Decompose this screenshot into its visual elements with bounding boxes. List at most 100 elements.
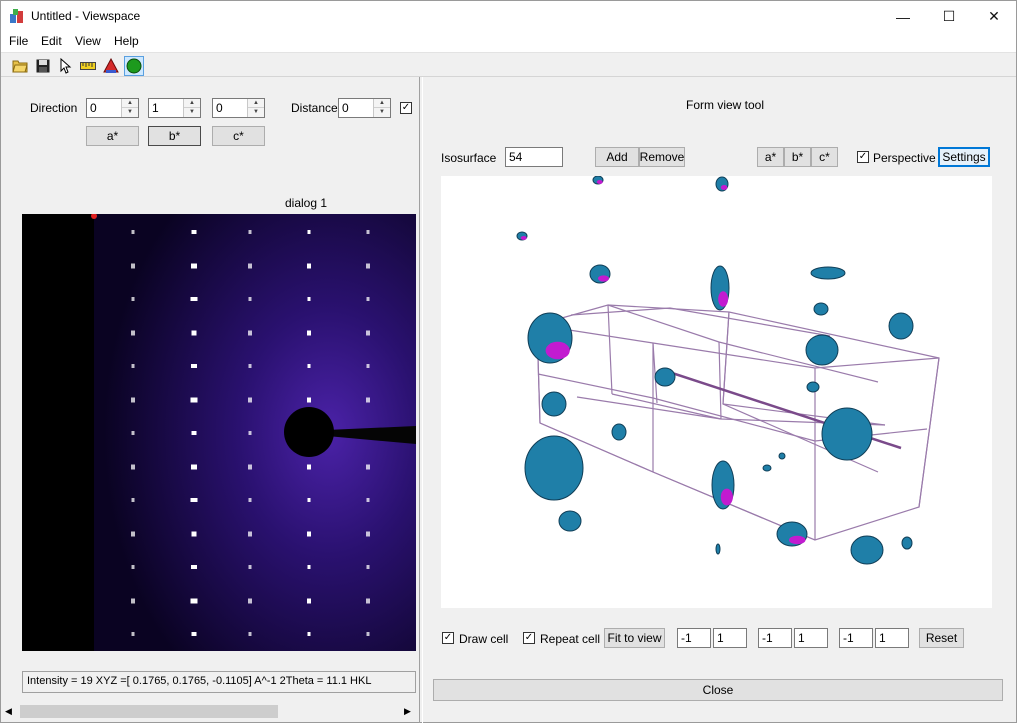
add-button[interactable]: Add xyxy=(595,147,639,167)
spinner-arrows[interactable]: ▲ ▼ xyxy=(183,99,200,117)
scroll-thumb[interactable] xyxy=(20,705,278,718)
isosurface-blob xyxy=(888,312,914,340)
draw-cell-checkbox[interactable]: ✓ xyxy=(442,632,454,644)
diffraction-spot xyxy=(307,397,311,403)
diffraction-canvas xyxy=(22,214,416,651)
pointer-icon[interactable] xyxy=(56,56,76,76)
isosurface-cap xyxy=(596,180,603,184)
scroll-right-icon[interactable]: ▶ xyxy=(404,706,411,716)
isosurface-cap xyxy=(718,291,729,307)
distance-spinner[interactable]: 0 ▲ ▼ xyxy=(338,98,391,118)
triangle-icon[interactable] xyxy=(101,56,121,76)
diffraction-spot xyxy=(191,330,197,336)
perspective-checkbox[interactable]: ✓ xyxy=(857,151,869,163)
isosurface-blob xyxy=(541,391,567,417)
diffraction-spot xyxy=(248,263,252,269)
menu-edit[interactable]: Edit xyxy=(41,34,62,48)
diffraction-spot xyxy=(131,598,135,604)
range-h-max-input[interactable]: 1 xyxy=(713,628,747,648)
spinner-arrows[interactable]: ▲ ▼ xyxy=(121,99,138,117)
save-icon[interactable] xyxy=(33,56,53,76)
distance-checkbox[interactable]: ✓ xyxy=(400,102,412,114)
a-star-button[interactable]: a* xyxy=(86,126,139,146)
diffraction-spot xyxy=(366,230,370,234)
remove-button[interactable]: Remove xyxy=(639,147,685,167)
diffraction-spot xyxy=(131,431,135,435)
menu-view[interactable]: View xyxy=(75,34,101,48)
diffraction-spot xyxy=(366,297,370,301)
horizontal-scrollbar[interactable]: ◀ ▶ xyxy=(2,703,419,720)
3d-view[interactable] xyxy=(441,176,992,608)
view-c-star-button[interactable]: c* xyxy=(811,147,838,167)
diffraction-spot xyxy=(131,498,135,502)
diffraction-spot xyxy=(248,531,252,537)
isosurface-input[interactable]: 54 xyxy=(505,147,563,167)
app-icon xyxy=(10,9,23,23)
diffraction-spot xyxy=(248,230,252,234)
diffraction-spot xyxy=(190,297,198,301)
diffraction-spot xyxy=(307,364,311,368)
diffraction-spot xyxy=(131,263,135,269)
range-l-max-input[interactable]: 1 xyxy=(875,628,909,648)
view-b-star-button[interactable]: b* xyxy=(784,147,811,167)
range-h-min-input[interactable]: -1 xyxy=(677,628,711,648)
isosurface-blob xyxy=(524,435,584,501)
range-k-min-input[interactable]: -1 xyxy=(758,628,792,648)
fit-to-view-button[interactable]: Fit to view xyxy=(604,628,665,648)
view-a-star-button[interactable]: a* xyxy=(757,147,784,167)
diffraction-spot xyxy=(307,230,311,234)
direction-l-spinner[interactable]: 0 ▲ ▼ xyxy=(212,98,265,118)
isosurface-blobs xyxy=(516,176,914,565)
diffraction-spot xyxy=(366,632,370,636)
isosurface-cap xyxy=(520,236,527,240)
diffraction-spot xyxy=(248,498,252,502)
close-button[interactable]: Close xyxy=(433,679,1003,701)
menu-help[interactable]: Help xyxy=(114,34,139,48)
range-l-min-input[interactable]: -1 xyxy=(839,628,873,648)
spinner-arrows[interactable]: ▲ ▼ xyxy=(373,99,390,117)
menu-file[interactable]: File xyxy=(9,34,29,48)
c-star-button[interactable]: c* xyxy=(212,126,265,146)
diffraction-spot xyxy=(131,464,135,470)
diffraction-image[interactable] xyxy=(22,214,416,651)
toolbar xyxy=(1,52,1016,77)
isosurface-cap xyxy=(545,341,570,360)
isosurface-blob xyxy=(805,334,839,366)
draw-cell-label: Draw cell xyxy=(459,632,509,646)
form-view-panel: Form view tool Isosurface 54 Add Remove … xyxy=(422,77,1016,723)
diffraction-spot xyxy=(131,632,135,636)
diffraction-spot xyxy=(307,297,311,301)
diffraction-spot xyxy=(131,565,135,569)
direction-h-spinner[interactable]: 0 ▲ ▼ xyxy=(86,98,139,118)
b-star-button[interactable]: b* xyxy=(148,126,201,146)
repeat-cell-checkbox[interactable]: ✓ xyxy=(523,632,535,644)
diffraction-spot xyxy=(131,297,135,301)
diffraction-spot xyxy=(248,297,252,301)
spinner-arrows[interactable]: ▲ ▼ xyxy=(247,99,264,117)
menu-bar: File Edit View Help xyxy=(1,32,1016,52)
close-window-button[interactable]: ✕ xyxy=(988,8,1000,24)
range-k-max-input[interactable]: 1 xyxy=(794,628,828,648)
diffraction-spot xyxy=(248,598,252,604)
open-folder-icon[interactable] xyxy=(10,56,30,76)
settings-button[interactable]: Settings xyxy=(938,147,990,167)
direction-h-value: 0 xyxy=(90,101,97,115)
status-bar: Intensity = 19 XYZ =[ 0.1765, 0.1765, -0… xyxy=(22,671,416,693)
window-title: Untitled - Viewspace xyxy=(31,9,141,23)
diffraction-spot xyxy=(366,498,370,502)
beamstop xyxy=(284,407,334,457)
diffraction-spot xyxy=(307,531,311,537)
minimize-button[interactable]: — xyxy=(896,8,910,25)
ruler-icon[interactable] xyxy=(78,56,98,76)
diffraction-spot xyxy=(248,565,252,569)
direction-k-spinner[interactable]: 1 ▲ ▼ xyxy=(148,98,201,118)
diffraction-spot xyxy=(366,330,370,336)
maximize-button[interactable]: ☐ xyxy=(942,8,956,24)
green-circle-icon[interactable] xyxy=(124,56,144,76)
diffraction-spot xyxy=(190,598,198,604)
scroll-left-icon[interactable]: ◀ xyxy=(5,706,12,716)
isosurface-blob xyxy=(762,464,772,472)
reset-button[interactable]: Reset xyxy=(919,628,964,648)
isosurface-blob xyxy=(821,407,873,461)
